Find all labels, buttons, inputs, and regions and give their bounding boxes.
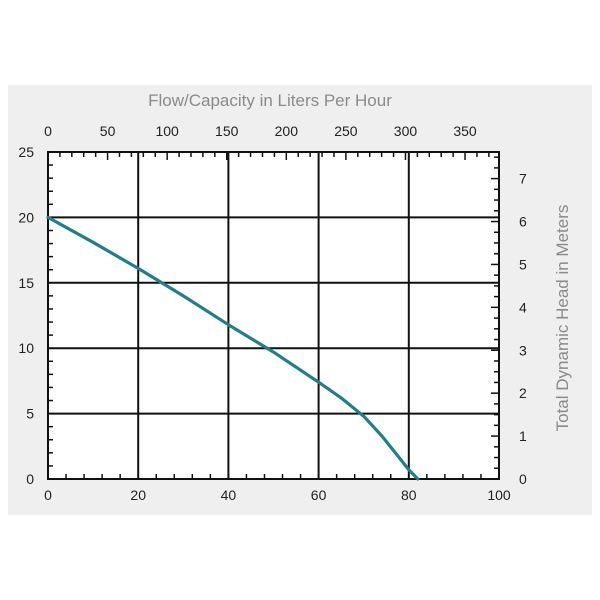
y-right-tick-label: 3 <box>519 342 527 358</box>
plot-border <box>47 151 500 480</box>
grid-lines <box>47 151 500 480</box>
y-left-tick-label: 0 <box>26 471 34 487</box>
x-top-tick-label: 100 <box>155 123 179 139</box>
y-left-tick-label: 15 <box>18 275 34 291</box>
x-top-tick-label: 350 <box>453 123 477 139</box>
x-top-tick-label: 0 <box>44 123 52 139</box>
y-right-tick-label: 6 <box>519 214 527 230</box>
y-right-tick-label: 5 <box>519 256 527 272</box>
series-line <box>46 215 420 481</box>
x-top-tick-label: 200 <box>275 123 299 139</box>
y-left-tick-label: 10 <box>18 340 34 356</box>
y-right-tick-label: 2 <box>519 385 527 401</box>
x-bottom-tick-label: 0 <box>44 487 52 503</box>
x-top-tick-label: 250 <box>334 123 358 139</box>
plot-area <box>48 152 499 479</box>
y-right-tick-label: 4 <box>519 299 527 315</box>
x-bottom-tick-label: 40 <box>221 487 237 503</box>
minor-ticks <box>47 151 500 480</box>
x-bottom-tick-label: 100 <box>487 487 511 503</box>
y-left-tick-label: 5 <box>26 406 34 422</box>
y-right-tick-label: 0 <box>519 471 527 487</box>
x-top-tick-label: 300 <box>394 123 418 139</box>
y-right-tick-label: 1 <box>519 428 527 444</box>
x-top-tick-label: 150 <box>215 123 239 139</box>
y-right-tick-label: 7 <box>519 171 527 187</box>
x-bottom-tick-label: 20 <box>130 487 146 503</box>
top-axis-title: Flow/Capacity in Liters Per Hour <box>148 91 392 110</box>
right-axis-title: Total Dynamic Head in Meters <box>553 205 572 432</box>
x-top-tick-label: 50 <box>100 123 116 139</box>
x-bottom-tick-label: 60 <box>311 487 327 503</box>
y-left-tick-label: 20 <box>18 209 34 225</box>
y-left-tick-label: 25 <box>18 144 34 160</box>
x-bottom-tick-label: 80 <box>401 487 417 503</box>
